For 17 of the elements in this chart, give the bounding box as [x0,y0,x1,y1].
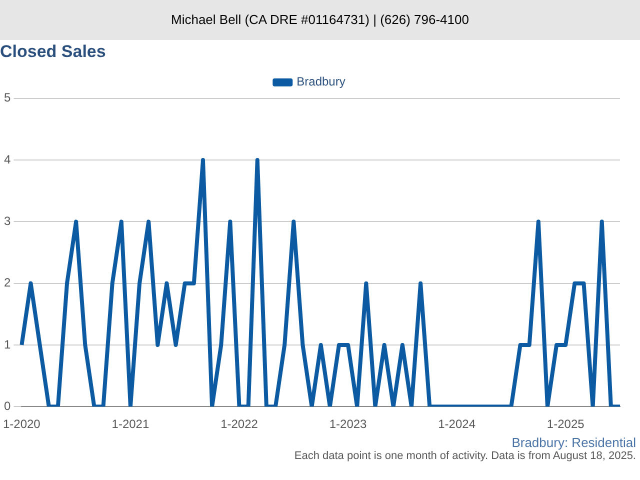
text: Bradbury: Residential [510,435,637,450]
x-tick-label: 1-2025 [546,417,585,432]
y-tick-label: 4 [4,152,11,166]
x-tick-label: 1-2024 [438,417,476,432]
chart-title: Closed Sales [0,42,106,61]
y-tick-label: 3 [4,214,11,228]
x-tick-label: 1-2022 [220,417,258,432]
text: Michael Bell (CA DRE #01164731) | (626) 796-4100 [0,0,640,40]
text: Each data point is one month of activity. Data is from August 18, 2025. [293,450,637,462]
y-tick-label: 5 [4,90,11,105]
x-tick-label: 1-2021 [112,417,150,432]
y-tick-label: 2 [4,276,11,290]
y-tick-label: 1 [4,337,11,352]
x-tick-label: 1-2020 [2,417,41,432]
x-tick-label: 1-2023 [329,417,368,432]
legend-label: Bradbury [296,74,346,89]
y-tick-label: 0 [4,398,11,413]
